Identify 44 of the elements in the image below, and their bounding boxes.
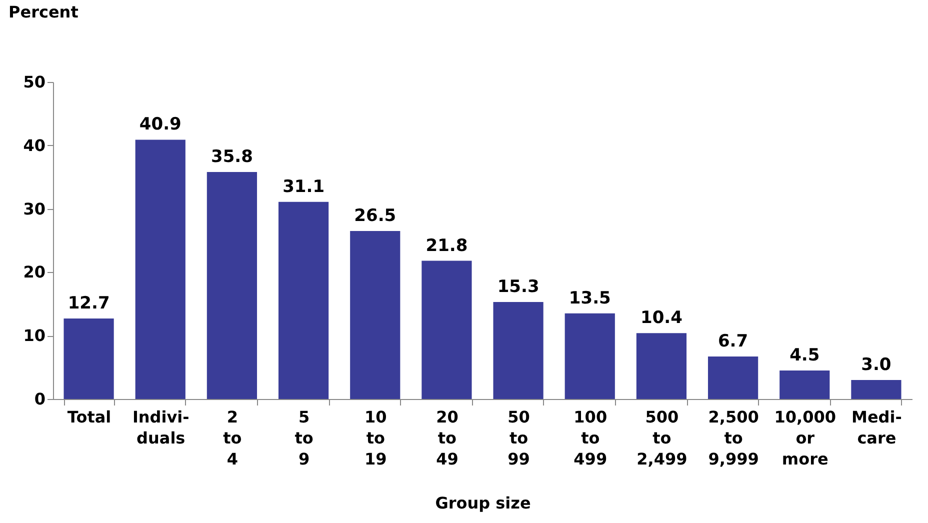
x-tick-label: 500 to 2,499 [636, 408, 688, 468]
data-label: 31.1 [282, 176, 325, 197]
x-tick-label: 20 to 49 [436, 408, 458, 468]
x-tick-label: Total [67, 408, 112, 426]
x-tick-label: 10 to 19 [364, 408, 387, 468]
data-label: 10.4 [640, 308, 683, 328]
data-label: 12.7 [68, 293, 110, 314]
data-label: 3.0 [861, 354, 892, 375]
y-tick-label: 30 [23, 199, 46, 218]
y-tick-label: 40 [23, 136, 46, 155]
y-tick-label: 0 [34, 390, 46, 408]
bar [708, 356, 758, 399]
x-tick-label: 2,500 to 9,999 [708, 408, 759, 468]
bar [564, 313, 615, 399]
bar [350, 230, 400, 399]
x-tick-label: 10,000 or more [774, 408, 836, 468]
bar [636, 333, 687, 399]
y-axis-title: Percent [8, 2, 79, 22]
data-label: 15.3 [497, 277, 540, 297]
x-tick-label: 2 to 4 [223, 408, 242, 468]
bar [422, 260, 472, 399]
data-label: 35.8 [210, 147, 253, 168]
data-label: 13.5 [568, 288, 611, 308]
y-tick-label: 10 [23, 326, 46, 346]
x-axis-title: Group size [435, 494, 531, 512]
bar [135, 140, 186, 399]
bar [64, 318, 114, 399]
bar [493, 302, 544, 399]
data-label: 21.8 [426, 236, 468, 256]
bar [851, 380, 902, 399]
x-tick-label: Medi- care [852, 408, 902, 448]
bar [278, 202, 329, 399]
y-tick-label: 20 [23, 262, 46, 282]
data-label: 26.5 [354, 206, 396, 226]
data-label: 6.7 [718, 332, 748, 352]
x-tick-label: 50 to 99 [508, 408, 530, 468]
x-tick-label: 100 to 499 [574, 408, 608, 468]
bar [780, 370, 830, 399]
data-label: 4.5 [790, 345, 820, 366]
bar [206, 172, 258, 399]
y-tick-label: 50 [23, 72, 46, 92]
x-tick-label: Indivi- duals [132, 408, 190, 448]
data-label: 40.9 [139, 114, 182, 135]
x-tick-label: 5 to 9 [294, 408, 314, 468]
